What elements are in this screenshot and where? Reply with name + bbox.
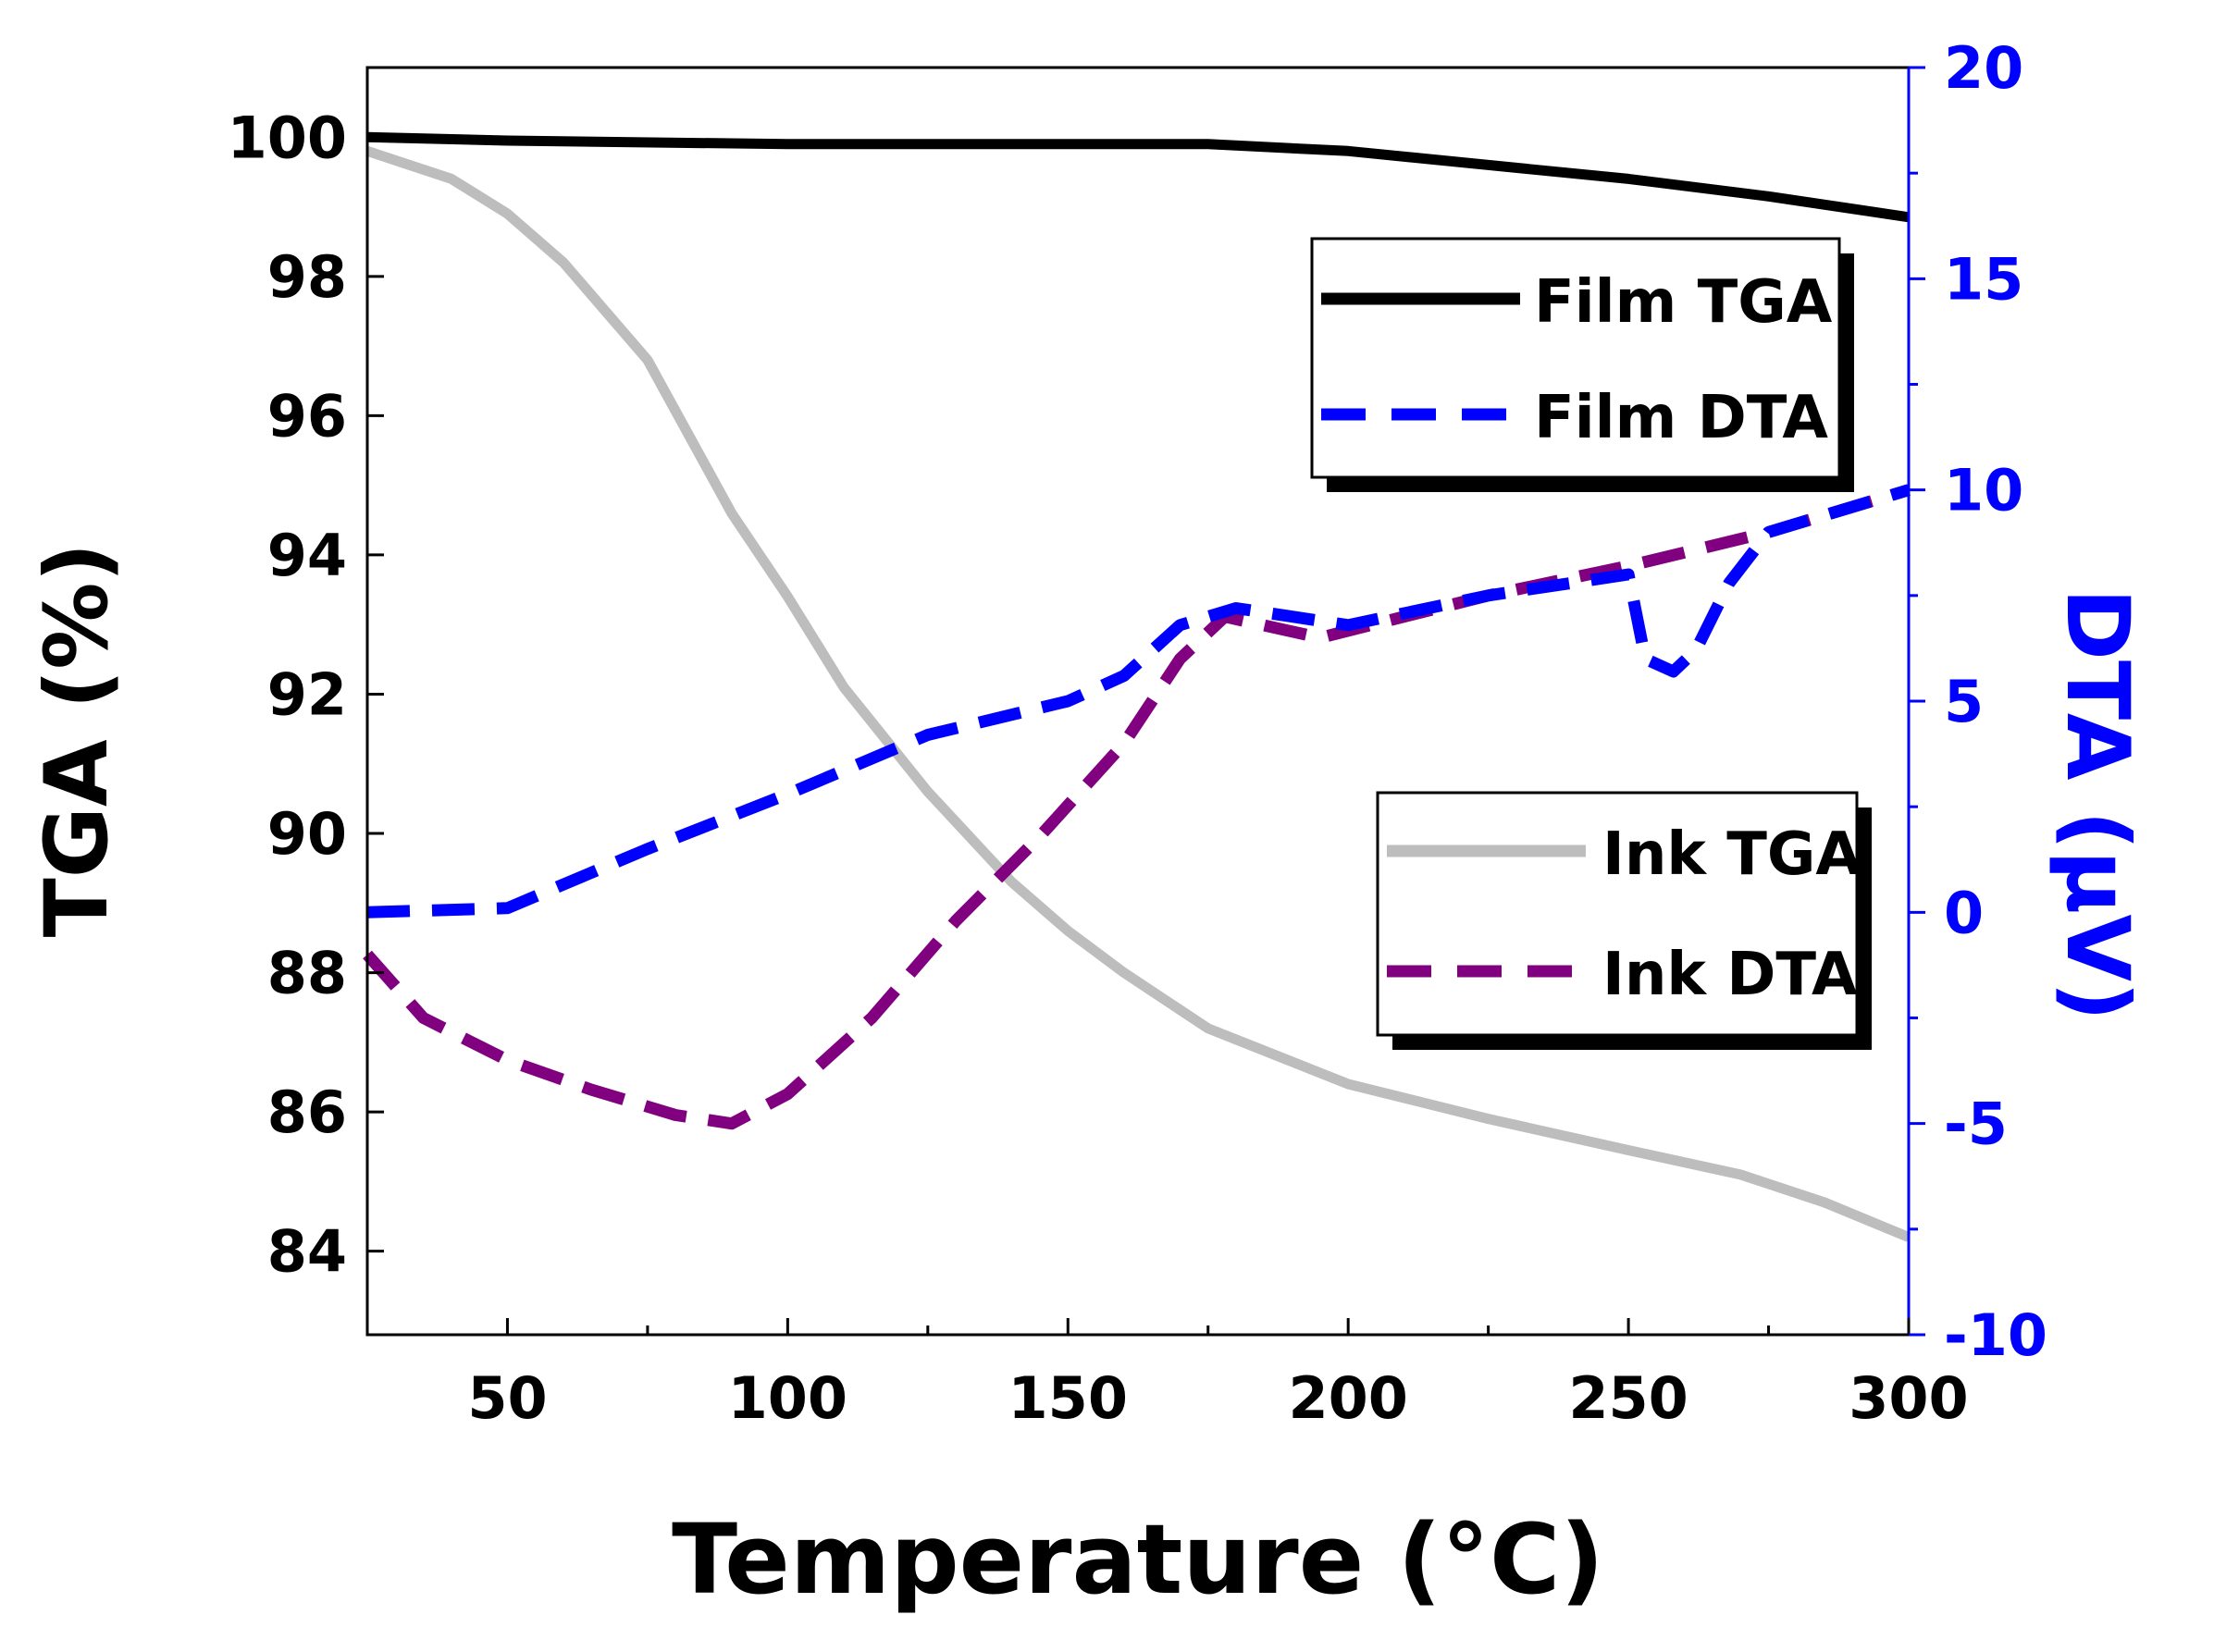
x-tick-label: 300 (1849, 1364, 1968, 1432)
x-axis-ticks: 50 100 150 200 250 300 (467, 1318, 1969, 1432)
right-tick-label: 5 (1944, 668, 1984, 735)
left-axis-label: TGA (%) (27, 543, 128, 938)
right-axis-label: DTA (µV) (2047, 588, 2147, 1021)
right-tick-label: -5 (1944, 1091, 2008, 1158)
x-axis-label: Temperature (°C) (672, 1503, 1604, 1616)
right-tick-label: 0 (1944, 879, 1984, 946)
legend-film: Film TGA Film DTA (1310, 237, 1854, 492)
legend-ink-tga-label: Ink TGA (1602, 820, 1861, 889)
left-tick-label: 98 (267, 243, 347, 311)
x-tick-label: 100 (728, 1364, 847, 1432)
film-tga-line (366, 131, 1910, 223)
legend-film-tga-label: Film TGA (1534, 268, 1833, 337)
right-tick-label: 15 (1944, 245, 2023, 313)
left-tick-label: 96 (267, 382, 347, 450)
right-tick-label: 20 (1944, 34, 2023, 102)
right-tick-label: -10 (1944, 1301, 2047, 1369)
right-axis-ticks: -10 -5 0 5 10 15 20 (1909, 34, 2047, 1369)
x-tick-label: 250 (1568, 1364, 1688, 1432)
legend-film-box (1310, 237, 1841, 479)
legend-ink-box (1376, 791, 1859, 1037)
ink-tga-line (365, 146, 1911, 1242)
left-tick-label: 84 (267, 1218, 347, 1286)
left-tick-label: 94 (267, 522, 347, 589)
left-tick-label: 100 (228, 104, 347, 171)
left-tick-label: 88 (267, 940, 347, 1007)
x-tick-label: 50 (467, 1364, 547, 1432)
legend-ink: Ink TGA Ink DTA (1376, 791, 1872, 1050)
x-tick-label: 150 (1008, 1364, 1128, 1432)
left-axis-ticks: 84 86 88 90 92 94 96 98 100 (228, 104, 384, 1286)
ink-dta-line (363, 484, 1911, 1130)
right-tick-label: 10 (1944, 457, 2023, 524)
series-layer (363, 131, 1911, 1242)
left-tick-label: 92 (267, 660, 347, 728)
film-dta-line (366, 484, 1911, 918)
left-tick-label: 90 (267, 800, 347, 868)
x-tick-label: 200 (1288, 1364, 1407, 1432)
legend-ink-dta-label: Ink DTA (1602, 941, 1858, 1009)
left-tick-label: 86 (267, 1079, 347, 1146)
legend-film-dta-label: Film DTA (1534, 384, 1828, 452)
